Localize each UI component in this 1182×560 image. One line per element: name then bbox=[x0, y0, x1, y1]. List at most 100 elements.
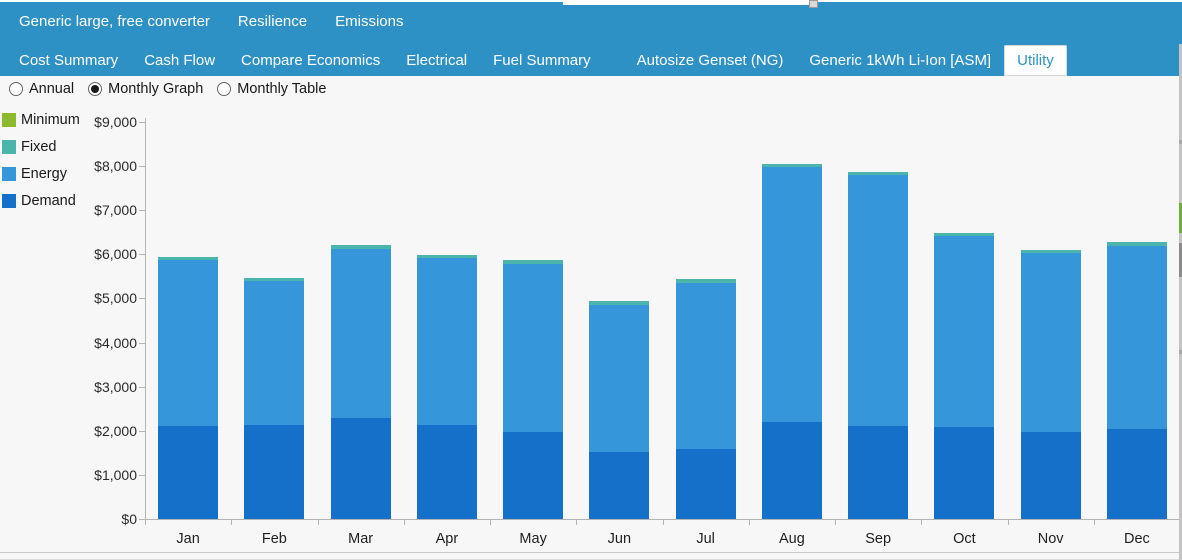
bar-oct-demand bbox=[934, 427, 995, 519]
x-tick bbox=[576, 519, 578, 525]
x-tick bbox=[1093, 519, 1095, 525]
bar-nov-energy bbox=[1020, 253, 1081, 432]
tab-autosize-genset-ng[interactable]: Autosize Genset (NG) bbox=[636, 52, 784, 69]
window-resize-handle[interactable] bbox=[809, 0, 818, 8]
x-tick bbox=[748, 519, 750, 525]
tab-utility[interactable]: Utility bbox=[1004, 45, 1067, 76]
y-tick-label: $1,000 bbox=[94, 466, 137, 483]
radio-annual[interactable]: Annual bbox=[9, 81, 74, 97]
scrollbar-mark-small-2 bbox=[1179, 350, 1182, 354]
bar-jun-energy bbox=[589, 304, 650, 453]
bar-may-energy bbox=[503, 263, 564, 432]
scrollbar-mark-green bbox=[1179, 203, 1182, 233]
x-category-label-jan: Jan bbox=[176, 531, 200, 547]
y-tick-label: $3,000 bbox=[94, 378, 137, 395]
x-category-label-jul: Jul bbox=[696, 531, 715, 547]
x-tick bbox=[662, 519, 664, 525]
x-tick bbox=[1007, 519, 1009, 525]
bar-jul-fixed bbox=[675, 279, 736, 283]
tab-emissions[interactable]: Emissions bbox=[335, 13, 404, 30]
legend-swatch-demand bbox=[2, 193, 16, 208]
legend-label-energy: Energy bbox=[21, 165, 67, 182]
bar-feb-energy bbox=[244, 281, 305, 426]
y-axis-line bbox=[145, 118, 146, 519]
radio-circle-monthly-table-icon[interactable] bbox=[217, 82, 232, 96]
legend-label-minimum: Minimum bbox=[21, 111, 80, 128]
bar-jul-demand bbox=[675, 448, 736, 519]
chart-legend: Minimum Fixed Energy Demand bbox=[2, 112, 80, 220]
results-tab-row: Cost Summary Cash Flow Compare Economics El… bbox=[6, 45, 1067, 76]
x-tick bbox=[835, 519, 836, 525]
radio-circle-monthly-graph-icon[interactable] bbox=[88, 82, 103, 96]
bar-jan-fixed bbox=[158, 256, 219, 261]
legend-label-demand: Demand bbox=[21, 192, 76, 209]
bar-jun-demand bbox=[589, 452, 650, 519]
y-tick bbox=[139, 166, 145, 168]
bar-oct-energy bbox=[934, 236, 995, 428]
bar-mar-fixed bbox=[330, 245, 391, 249]
x-category-label-aug: Aug bbox=[778, 531, 805, 547]
y-tick bbox=[139, 430, 145, 432]
scrollbar-mark-small-1 bbox=[1179, 140, 1182, 144]
bar-aug-demand bbox=[761, 421, 822, 519]
y-tick-label: $2,000 bbox=[94, 422, 137, 439]
bar-feb-fixed bbox=[244, 277, 305, 282]
y-tick-label: $7,000 bbox=[94, 202, 137, 219]
tab-cash-flow[interactable]: Cash Flow bbox=[144, 52, 216, 69]
bar-dec-demand bbox=[1106, 429, 1167, 519]
radio-label-monthly-table: Monthly Table bbox=[237, 81, 327, 97]
component-tab-row: Generic large, free converter Resilience E… bbox=[19, 10, 403, 34]
y-tick bbox=[139, 519, 145, 520]
bar-oct-fixed bbox=[934, 232, 995, 237]
x-category-label-sep: Sep bbox=[865, 531, 892, 547]
scrollbar-thumb[interactable] bbox=[1179, 243, 1182, 277]
legend-swatch-energy bbox=[2, 166, 16, 181]
legend-label-fixed: Fixed bbox=[21, 138, 57, 155]
bar-aug-energy bbox=[761, 167, 822, 422]
bar-may-demand bbox=[503, 431, 564, 519]
y-tick-label: $8,000 bbox=[94, 158, 137, 175]
bar-aug-fixed bbox=[761, 163, 822, 168]
tab-resilience[interactable]: Resilience bbox=[237, 13, 308, 30]
bar-may-fixed bbox=[503, 260, 564, 264]
bar-jan-demand bbox=[158, 425, 219, 519]
scrollbar-track[interactable] bbox=[1179, 44, 1182, 560]
y-tick-label: $5,000 bbox=[94, 290, 137, 307]
y-tick bbox=[139, 386, 145, 388]
x-tick bbox=[231, 519, 233, 525]
bar-jul-energy bbox=[675, 282, 736, 449]
tab-compare-economics[interactable]: Compare Economics bbox=[241, 52, 381, 69]
legend-swatch-minimum bbox=[2, 112, 16, 127]
y-tick-label: $6,000 bbox=[94, 246, 137, 263]
y-tick bbox=[139, 254, 145, 256]
x-category-label-may: May bbox=[519, 531, 547, 547]
tab-fuel-summary[interactable]: Fuel Summary bbox=[493, 52, 591, 69]
y-tick-label: $9,000 bbox=[94, 114, 137, 130]
radio-monthly-table[interactable]: Monthly Table bbox=[217, 81, 326, 97]
radio-label-monthly-graph: Monthly Graph bbox=[108, 81, 204, 97]
bar-mar-demand bbox=[330, 417, 391, 519]
window-overlap-strip bbox=[563, 0, 813, 5]
bar-jun-fixed bbox=[589, 301, 650, 305]
y-tick bbox=[139, 210, 145, 212]
legend-item-minimum: Minimum bbox=[2, 111, 80, 128]
x-tick bbox=[145, 519, 146, 525]
tab-generic-1kwh-li-ion-asm[interactable]: Generic 1kWh Li-Ion [ASM] bbox=[809, 52, 992, 69]
tab-electrical[interactable]: Electrical bbox=[406, 52, 468, 69]
bar-sep-energy bbox=[848, 175, 909, 427]
y-tick bbox=[139, 342, 145, 344]
radio-circle-annual-icon[interactable] bbox=[9, 82, 23, 96]
bar-sep-fixed bbox=[848, 171, 909, 176]
bar-mar-energy bbox=[330, 248, 391, 418]
tab-cost-summary[interactable]: Cost Summary bbox=[19, 52, 119, 69]
bar-nov-demand bbox=[1020, 431, 1081, 519]
tab-generic-large-free-converter[interactable]: Generic large, free converter bbox=[19, 13, 210, 30]
radio-monthly-graph[interactable]: Monthly Graph bbox=[88, 81, 203, 97]
bar-apr-fixed bbox=[416, 254, 477, 259]
x-category-label-apr: Apr bbox=[435, 531, 459, 547]
bar-dec-fixed bbox=[1106, 242, 1167, 246]
legend-item-demand: Demand bbox=[2, 192, 80, 209]
bar-feb-demand bbox=[244, 425, 305, 519]
bar-dec-energy bbox=[1106, 245, 1167, 429]
